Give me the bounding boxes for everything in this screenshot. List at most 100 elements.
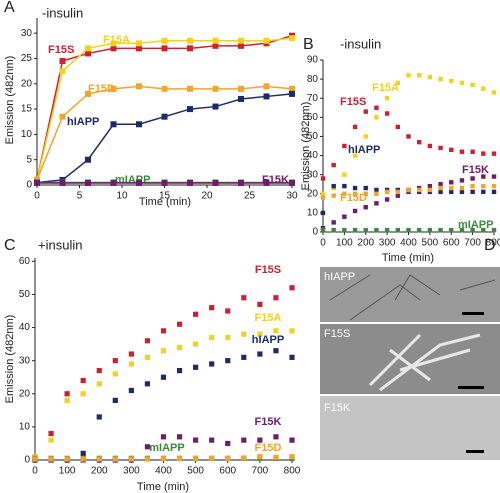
- data-point: [112, 456, 118, 462]
- data-point: [263, 93, 270, 100]
- data-point: [128, 456, 134, 462]
- scale-bar: [458, 386, 484, 389]
- data-point: [273, 434, 279, 440]
- y-tick-label: 0: [26, 180, 32, 191]
- data-point: [193, 311, 199, 317]
- data-point: [470, 176, 475, 181]
- data-point: [416, 227, 422, 233]
- micrograph: [320, 324, 500, 394]
- scale-bar: [462, 312, 484, 315]
- data-point: [212, 85, 219, 92]
- x-tick-label: 0: [32, 466, 38, 477]
- data-point: [459, 80, 465, 86]
- data-point: [449, 78, 454, 84]
- data-point: [491, 151, 497, 156]
- data-point: [395, 189, 401, 195]
- data-point: [352, 227, 358, 233]
- data-point: [263, 83, 270, 90]
- data-point: [395, 193, 401, 198]
- data-point: [374, 115, 379, 120]
- x-tick-label: 300: [123, 466, 140, 477]
- data-point: [161, 179, 168, 186]
- data-point: [331, 162, 336, 168]
- data-point: [289, 179, 295, 186]
- data-point: [459, 189, 465, 195]
- data-point: [470, 227, 475, 233]
- data-point: [187, 106, 193, 113]
- data-point: [241, 354, 247, 360]
- data-point: [187, 179, 193, 186]
- series-label: mIAPP: [458, 219, 493, 231]
- data-point: [85, 50, 91, 57]
- data-point: [136, 179, 142, 186]
- panel-label: A: [4, 0, 15, 16]
- data-point: [34, 179, 40, 186]
- data-point: [161, 85, 168, 92]
- series-label: F15S: [255, 264, 281, 276]
- data-point: [481, 189, 486, 195]
- y-tick-label: 0: [24, 455, 30, 466]
- data-point: [427, 143, 433, 149]
- data-point: [459, 185, 465, 191]
- data-point: [449, 147, 454, 153]
- data-point: [416, 73, 422, 78]
- series-label: hIAPP: [252, 334, 284, 346]
- micrograph-label: hIAPP: [324, 271, 355, 283]
- x-tick-label: 600: [443, 238, 460, 249]
- data-point: [481, 183, 486, 189]
- data-point: [144, 338, 151, 344]
- x-tick-label: 10: [116, 191, 128, 202]
- series-label: F15S: [340, 96, 366, 108]
- data-point: [212, 37, 219, 44]
- chart-title: +insulin: [38, 237, 82, 252]
- data-point: [80, 456, 86, 462]
- series-label: F15D: [255, 442, 282, 454]
- micrograph: [320, 396, 500, 460]
- data-point: [406, 227, 411, 233]
- data-point: [438, 227, 443, 233]
- data-point: [257, 331, 263, 337]
- data-point: [110, 179, 117, 186]
- data-point: [342, 172, 347, 177]
- data-point: [427, 183, 433, 189]
- chart-title: -insulin: [42, 5, 83, 20]
- data-point: [491, 90, 497, 95]
- data-point: [209, 437, 215, 443]
- y-tick-label: 15: [21, 104, 33, 115]
- data-point: [416, 139, 422, 145]
- x-axis-label: Time (min): [139, 196, 191, 208]
- data-point: [331, 183, 336, 189]
- data-point: [160, 328, 167, 334]
- data-point: [241, 455, 247, 461]
- series-label: hIAPP: [67, 116, 99, 128]
- data-point: [257, 301, 263, 307]
- data-point: [176, 344, 183, 351]
- data-point: [449, 180, 454, 185]
- data-point: [176, 321, 183, 327]
- data-point: [241, 437, 247, 443]
- data-point: [363, 227, 368, 233]
- data-point: [161, 45, 168, 52]
- data-point: [59, 58, 66, 65]
- data-point: [187, 85, 193, 92]
- y-tick-label: 10: [21, 129, 33, 140]
- data-point: [144, 444, 151, 450]
- data-point: [363, 204, 368, 210]
- data-point: [427, 227, 433, 233]
- data-point: [161, 113, 168, 120]
- data-point: [48, 437, 54, 443]
- data-point: [64, 391, 70, 397]
- y-tick-label: 5: [26, 154, 32, 165]
- data-point: [289, 454, 295, 460]
- data-point: [96, 367, 102, 374]
- data-point: [128, 387, 134, 394]
- data-point: [273, 295, 279, 301]
- data-point: [481, 86, 486, 91]
- data-point: [193, 437, 199, 443]
- data-point: [459, 149, 465, 154]
- data-point: [144, 456, 151, 462]
- data-point: [449, 227, 454, 233]
- data-point: [273, 348, 279, 354]
- data-point: [438, 76, 443, 82]
- data-point: [176, 456, 183, 462]
